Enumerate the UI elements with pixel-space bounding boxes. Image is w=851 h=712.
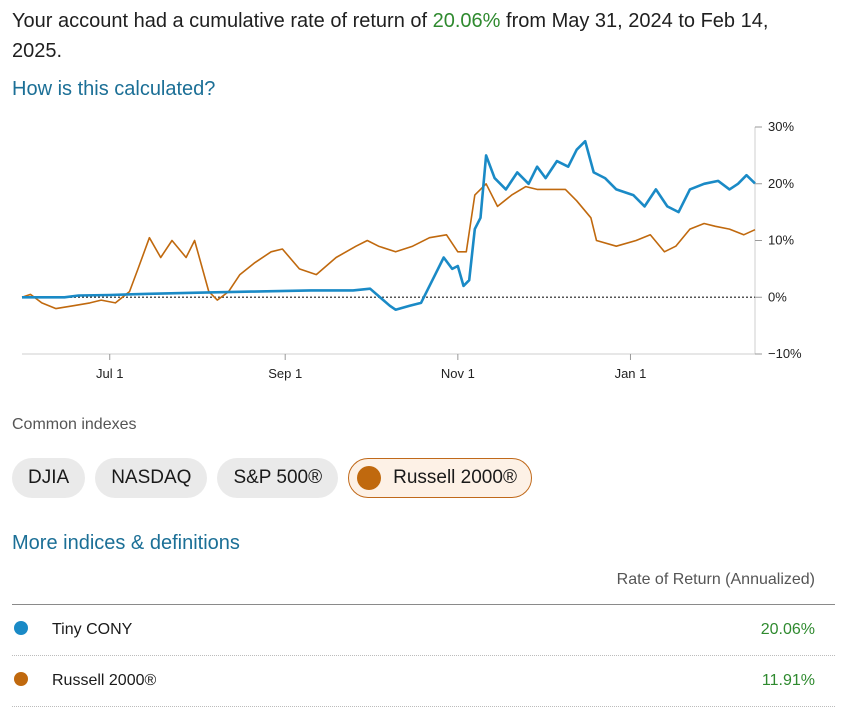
index-chips: DJIA NASDAQ S&P 500® Russell 2000® [12, 458, 532, 498]
chip-label: NASDAQ [111, 467, 192, 488]
x-tick-label: Jul 1 [96, 366, 123, 381]
series-line-tiny-cony [22, 139, 756, 311]
x-tick-label: Sep 1 [268, 366, 302, 381]
x-tick-label: Nov 1 [441, 366, 475, 381]
series-line-russell-2000 [21, 183, 756, 310]
row-value: 20.06% [760, 621, 815, 638]
table-row: Tiny CONY 20.06% [12, 605, 835, 656]
summary-suffix: from May 31, 2024 to Feb 14, 2025. [12, 10, 769, 62]
chip-label: Russell 2000® [393, 467, 517, 488]
russell-color-dot [357, 466, 382, 490]
returns-table: Rate of Return (Annualized) Tiny CONY 20… [12, 568, 835, 707]
return-summary: Your account had a cumulative rate of re… [12, 6, 812, 66]
chip-label: DJIA [28, 467, 70, 488]
series-color-dot [14, 672, 28, 686]
chip-label: S&P 500® [233, 467, 323, 488]
chip-russell-2000[interactable]: Russell 2000® [348, 458, 532, 498]
chip-nasdaq[interactable]: NASDAQ [95, 458, 208, 498]
y-tick-label: 20% [768, 176, 794, 191]
chip-djia[interactable]: DJIA [12, 458, 86, 498]
performance-chart: 30% 20% 10% 0% −10% Jul 1 Sep 1 Nov 1 Jan 1 [21, 119, 802, 381]
row-name: Tiny CONY [52, 621, 133, 638]
summary-return-value: 20.06% [432, 10, 501, 32]
common-indexes-title: Common indexes [12, 416, 137, 433]
table-row: Russell 2000® 11.91% [12, 656, 835, 707]
row-value: 11.91% [761, 672, 815, 689]
row-name: Russell 2000® [52, 672, 157, 689]
y-tick-label: 10% [768, 233, 794, 248]
y-tick-label: 0% [768, 289, 787, 304]
chip-sp500[interactable]: S&P 500® [217, 458, 339, 498]
x-tick-label: Jan 1 [615, 366, 647, 381]
more-indices-link[interactable]: More indices & definitions [12, 532, 240, 554]
how-calculated-link[interactable]: How is this calculated? [12, 78, 216, 100]
series-color-dot [14, 621, 28, 635]
rate-of-return-header: Rate of Return (Annualized) [12, 568, 835, 605]
summary-prefix: Your account had a cumulative rate of re… [12, 10, 433, 32]
y-tick-label: 30% [768, 119, 794, 134]
y-tick-label: −10% [768, 346, 802, 361]
